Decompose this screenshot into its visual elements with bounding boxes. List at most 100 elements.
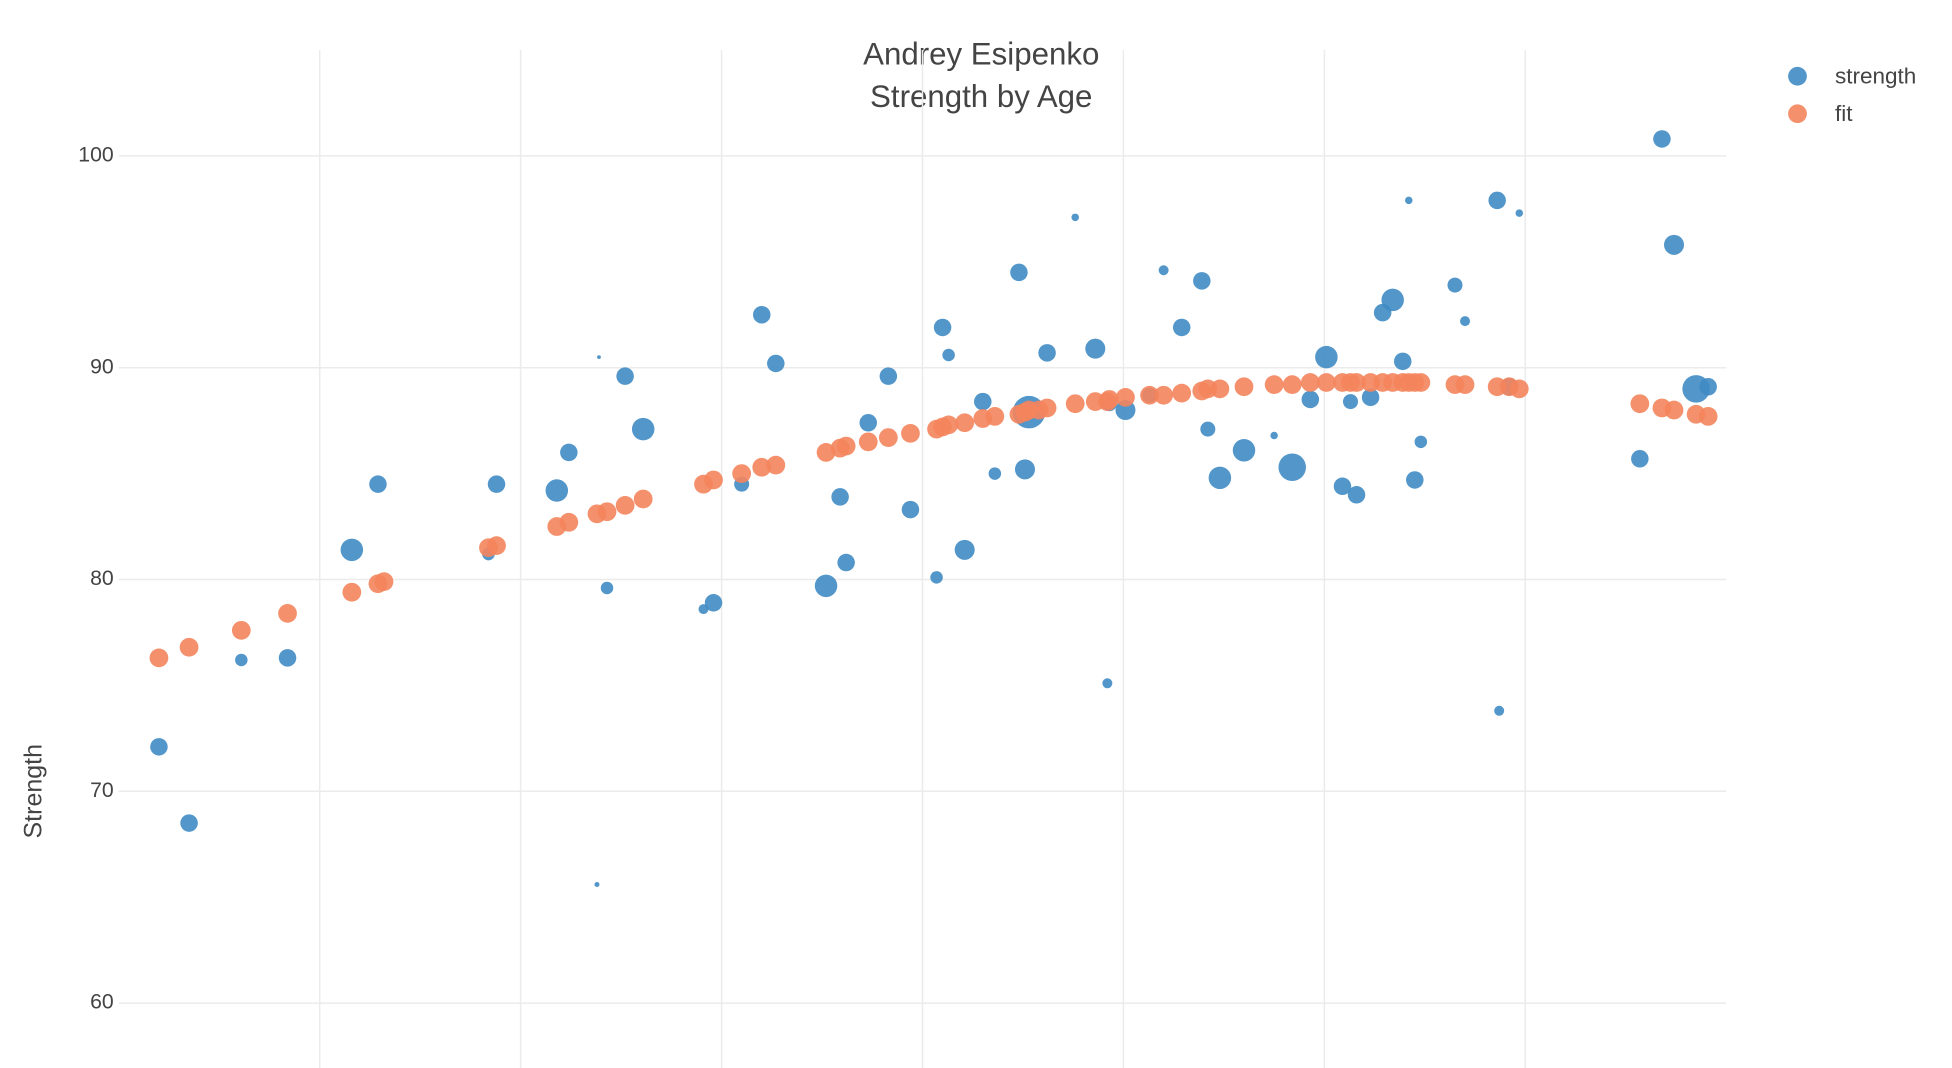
point: [180, 814, 198, 832]
point: [1264, 375, 1284, 395]
point: [1406, 471, 1424, 489]
point: [1631, 450, 1649, 468]
legend-label: strength: [1835, 63, 1916, 88]
legend-swatch: [1788, 66, 1807, 86]
point: [816, 443, 836, 462]
point: [1301, 390, 1320, 409]
point: [1200, 421, 1216, 437]
point: [1509, 379, 1529, 399]
point: [597, 502, 617, 522]
y-tick-label: 60: [90, 990, 114, 1014]
point: [1154, 385, 1173, 405]
y-axis-title: Strength: [20, 744, 48, 839]
point: [836, 436, 856, 456]
point: [1347, 486, 1366, 504]
point: [1381, 288, 1404, 312]
point: [1699, 378, 1717, 396]
point: [1488, 191, 1506, 210]
point: [150, 738, 168, 756]
point: [1065, 394, 1085, 414]
y-tick-label: 70: [90, 778, 114, 802]
y-tick-label: 80: [90, 566, 114, 590]
point: [597, 355, 601, 359]
point: [988, 467, 1002, 480]
point: [1630, 394, 1650, 414]
point: [933, 318, 952, 337]
point: [1038, 344, 1056, 362]
point: [1347, 373, 1366, 392]
point: [615, 495, 635, 515]
point: [594, 881, 600, 887]
point: [560, 443, 578, 462]
point: [149, 648, 169, 668]
point: [616, 367, 634, 385]
point: [837, 553, 855, 572]
point: [954, 539, 975, 560]
legend-swatch: [1788, 104, 1807, 124]
point: [1515, 209, 1524, 217]
point: [1014, 459, 1035, 480]
point: [858, 432, 878, 452]
point: [1071, 213, 1079, 222]
point: [942, 348, 955, 362]
point: [235, 653, 248, 667]
point: [930, 571, 943, 584]
point: [487, 475, 506, 493]
point: [1102, 678, 1113, 689]
point: [1010, 263, 1028, 282]
point: [545, 479, 569, 502]
point: [1208, 466, 1232, 490]
point: [1300, 373, 1320, 392]
point: [814, 574, 838, 598]
point: [231, 620, 251, 640]
point: [1414, 435, 1428, 449]
point: [985, 407, 1005, 426]
series-fit: [149, 373, 1718, 668]
point: [1447, 277, 1463, 293]
point: [600, 581, 614, 595]
point: [1333, 477, 1352, 496]
point: [859, 414, 877, 432]
point: [1172, 318, 1191, 337]
point: [374, 572, 394, 591]
point: [1342, 394, 1358, 410]
point: [939, 415, 958, 435]
point: [1698, 407, 1718, 426]
point: [704, 594, 723, 612]
point: [878, 428, 898, 447]
point: [487, 536, 506, 555]
point: [1278, 453, 1306, 481]
point: [1172, 383, 1192, 403]
point: [831, 488, 849, 506]
legend-label: fit: [1835, 101, 1853, 126]
point: [879, 367, 898, 385]
point: [1158, 265, 1169, 276]
point: [1361, 388, 1380, 407]
point: [901, 500, 920, 519]
point: [901, 423, 920, 443]
point: [704, 470, 723, 490]
point: [732, 464, 752, 483]
point: [1664, 400, 1684, 420]
point: [1116, 387, 1135, 407]
point: [1317, 373, 1336, 392]
point: [1282, 375, 1302, 395]
point: [631, 417, 655, 441]
chart-subtitle: Strength by Age: [870, 79, 1092, 114]
point: [1085, 338, 1106, 359]
point: [1455, 375, 1475, 395]
point: [766, 455, 786, 475]
point: [1234, 377, 1254, 397]
point: [753, 305, 771, 324]
point: [278, 649, 297, 667]
point: [767, 354, 785, 373]
grid: [118, 49, 1727, 1068]
chart-title: Andrey Esipenko: [863, 37, 1099, 72]
point: [1405, 196, 1413, 205]
point: [633, 489, 653, 509]
point: [1393, 352, 1412, 371]
point: [559, 512, 579, 532]
point: [1210, 379, 1230, 399]
